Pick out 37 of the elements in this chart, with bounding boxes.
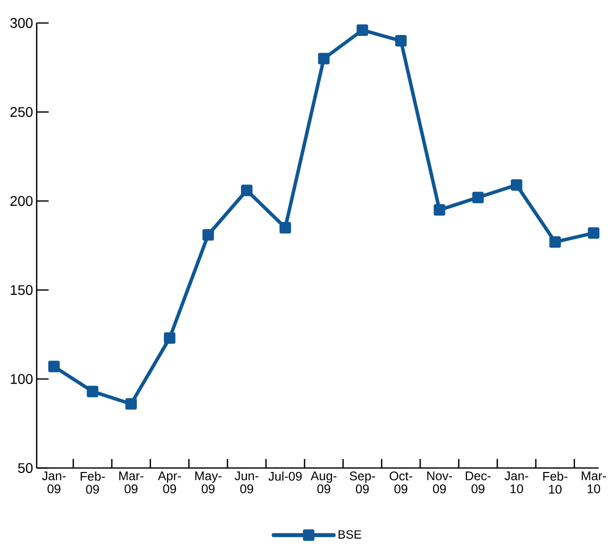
x-tick-label: May-09 bbox=[195, 472, 222, 494]
point bbox=[125, 398, 137, 410]
x-tick-label: Apr-09 bbox=[158, 472, 181, 494]
x-tick-label: Mar-10 bbox=[582, 472, 606, 494]
x-tick-label: Feb-09 bbox=[80, 472, 105, 494]
point bbox=[48, 360, 60, 372]
x-tick-label: Dec-09 bbox=[466, 472, 491, 494]
point bbox=[356, 24, 368, 36]
y-tick-label: 300 bbox=[10, 18, 33, 28]
x-tick-label: Jun-09 bbox=[234, 472, 258, 494]
point bbox=[164, 332, 176, 344]
x-tick-label: Nov-09 bbox=[427, 472, 452, 494]
x-tick-label: Feb-10 bbox=[543, 472, 568, 494]
point bbox=[472, 192, 484, 204]
y-tick-label: 50 bbox=[18, 463, 33, 473]
point bbox=[588, 227, 600, 239]
legend-label: BSE bbox=[338, 530, 362, 539]
x-tick-label: Jan-09 bbox=[42, 472, 66, 494]
x-tick-label: Jul-09 bbox=[268, 472, 302, 481]
point bbox=[86, 386, 98, 398]
y-tick-label: 200 bbox=[10, 196, 33, 206]
x-tick-label: Sep-09 bbox=[350, 472, 376, 494]
point bbox=[434, 204, 446, 216]
point bbox=[280, 222, 292, 234]
point bbox=[240, 184, 252, 196]
x-tick-label: Mar-09 bbox=[119, 472, 144, 494]
point bbox=[549, 236, 561, 248]
y-tick-label: 100 bbox=[10, 374, 33, 384]
point bbox=[395, 35, 407, 47]
point bbox=[510, 179, 522, 191]
point bbox=[202, 229, 214, 241]
x-tick-label: Jan-10 bbox=[504, 472, 528, 494]
y-tick-label: 250 bbox=[10, 107, 33, 117]
point bbox=[318, 52, 330, 64]
x-tick-label: Aug-09 bbox=[310, 472, 336, 494]
y-tick-label: 150 bbox=[10, 285, 33, 295]
x-tick-label: Oct-09 bbox=[390, 472, 412, 494]
